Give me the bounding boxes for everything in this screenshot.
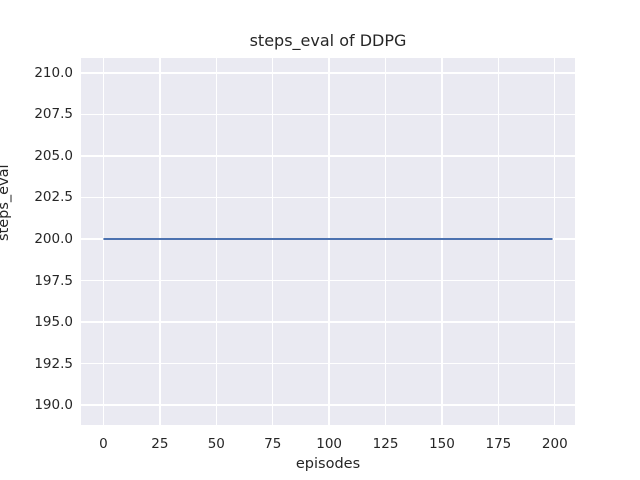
y-gridline xyxy=(81,279,575,282)
x-tick-label: 75 xyxy=(264,436,282,452)
y-tick-label: 200.0 xyxy=(34,231,73,247)
x-gridline xyxy=(328,58,330,425)
x-tick-label: 50 xyxy=(207,436,225,452)
x-gridline xyxy=(441,58,443,425)
x-gridline xyxy=(554,58,556,425)
x-gridline xyxy=(384,58,387,425)
y-gridline xyxy=(81,196,575,199)
data-line-layer xyxy=(103,238,553,241)
y-gridline xyxy=(81,155,575,157)
y-tick-label: 195.0 xyxy=(34,314,73,331)
x-tick-label: 100 xyxy=(316,436,343,452)
y-axis-label: steps_eval xyxy=(0,164,12,241)
x-tick-label: 150 xyxy=(429,436,455,452)
x-gridline xyxy=(272,58,274,425)
x-tick-label: 200 xyxy=(541,436,568,452)
x-axis-label: episodes xyxy=(295,456,361,472)
x-tick-label: 0 xyxy=(99,436,108,452)
y-tick-label: 205.0 xyxy=(34,147,73,164)
y-gridline xyxy=(81,362,575,365)
y-tick-label: 202.5 xyxy=(34,189,73,206)
y-tick-label: 197.5 xyxy=(34,272,73,289)
chart-title: steps_eval of DDPG xyxy=(249,31,407,50)
x-gridline xyxy=(497,58,500,425)
y-gridline xyxy=(81,113,575,116)
x-gridline xyxy=(215,58,217,425)
y-tick-label: 192.5 xyxy=(34,355,73,372)
y-gridline xyxy=(81,404,575,406)
x-tick-label: 25 xyxy=(151,436,169,452)
y-gridline xyxy=(81,72,575,74)
plot-area xyxy=(81,58,575,425)
x-gridline xyxy=(102,58,105,425)
y-gridline xyxy=(81,321,575,323)
y-tick-label: 210.0 xyxy=(34,64,73,81)
x-gridline xyxy=(159,58,161,425)
x-tick-label: 125 xyxy=(372,436,399,452)
y-tick-label: 207.5 xyxy=(34,106,73,123)
x-tick-label: 175 xyxy=(485,436,512,452)
y-tick-label: 190.0 xyxy=(34,397,73,414)
